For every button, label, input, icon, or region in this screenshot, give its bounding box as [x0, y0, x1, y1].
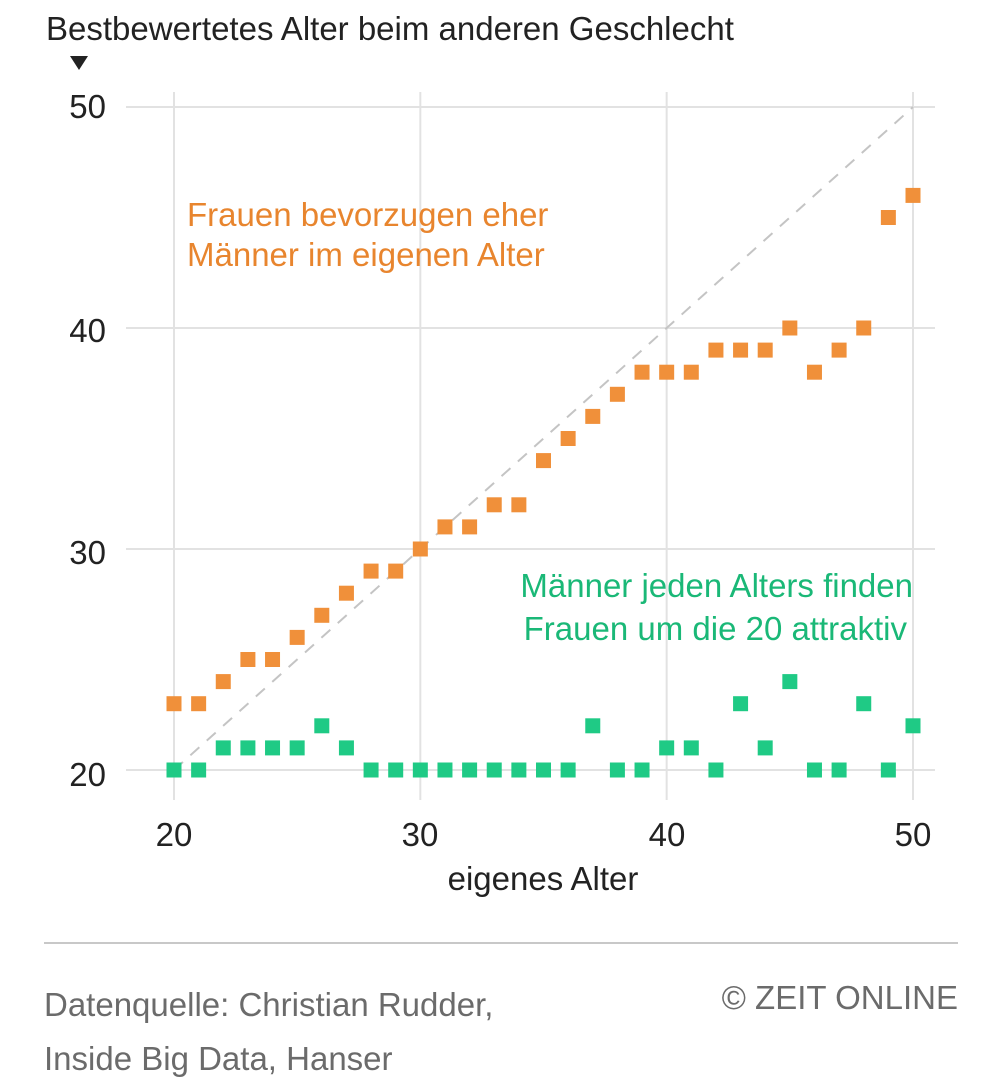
- data-point-women: [905, 187, 921, 203]
- data-point-women: [240, 652, 256, 667]
- data-point-men: [708, 762, 724, 778]
- data-point-men: [659, 740, 675, 756]
- data-point-men: [363, 762, 379, 778]
- data-point-women: [314, 607, 330, 623]
- data-point-men: [191, 762, 207, 778]
- data-point-women: [412, 541, 428, 557]
- data-point-women: [880, 210, 896, 225]
- data-point-men: [289, 740, 305, 756]
- y-tick-label: 50: [69, 88, 106, 125]
- data-point-women: [757, 342, 773, 358]
- data-point-women: [536, 453, 551, 469]
- data-point-men: [338, 740, 354, 756]
- x-axis-label: eigenes Alter: [448, 860, 639, 897]
- data-point-men: [585, 718, 601, 734]
- copyright-credit: © ZEIT ONLINE: [721, 979, 958, 1016]
- data-points: [166, 187, 921, 778]
- data-point-men: [683, 740, 699, 756]
- data-point-men: [733, 696, 749, 712]
- data-point-men: [388, 762, 404, 778]
- data-point-men: [856, 696, 872, 712]
- data-point-men: [905, 718, 921, 734]
- data-point-men: [511, 762, 527, 778]
- chart-title: Bestbewertetes Alter beim anderen Geschl…: [46, 10, 734, 47]
- data-point-men: [634, 762, 650, 778]
- data-point-men: [486, 762, 502, 778]
- annotation-women-line-2: Männer im eigenen Alter: [187, 236, 545, 273]
- data-point-women: [708, 342, 724, 358]
- data-point-men: [536, 762, 551, 778]
- data-point-women: [609, 386, 625, 402]
- data-point-women: [265, 652, 281, 667]
- annotation-men-line-1: Männer jeden Alters finden: [520, 567, 913, 604]
- data-point-women: [831, 342, 847, 358]
- data-point-women: [585, 408, 601, 424]
- x-tick-label: 20: [156, 816, 193, 853]
- y-tick-label: 30: [69, 534, 106, 571]
- data-point-women: [733, 342, 749, 358]
- data-point-women: [659, 364, 675, 380]
- grid-lines: [126, 92, 935, 800]
- data-point-women: [462, 519, 478, 535]
- data-point-women: [363, 563, 379, 579]
- footer-divider: [44, 942, 958, 944]
- data-source: Datenquelle: Christian Rudder, Inside Bi…: [44, 978, 624, 1086]
- data-point-women: [511, 497, 527, 513]
- x-tick-label: 50: [895, 816, 932, 853]
- data-point-women: [560, 431, 576, 446]
- y-tick-label: 40: [69, 312, 106, 349]
- data-point-men: [166, 762, 182, 778]
- data-point-women: [166, 696, 182, 712]
- y-tick-label: 20: [69, 756, 106, 793]
- annotation-men-line-2: Frauen um die 20 attraktiv: [524, 610, 908, 647]
- data-point-men: [782, 674, 798, 690]
- data-point-men: [240, 740, 256, 756]
- data-point-men: [831, 762, 847, 778]
- y-axis-ticks: 50 40 30 20: [69, 88, 106, 793]
- data-point-men: [412, 762, 428, 778]
- data-point-men: [880, 762, 896, 778]
- data-point-women: [806, 364, 822, 380]
- data-point-women: [683, 364, 699, 380]
- data-point-women: [338, 585, 354, 601]
- data-point-women: [191, 696, 207, 712]
- data-point-women: [634, 364, 650, 380]
- reference-diagonal-line: [173, 106, 914, 771]
- source-line-2: Inside Big Data, Hanser: [44, 1040, 393, 1077]
- data-point-women: [289, 629, 305, 645]
- data-point-women: [856, 320, 872, 336]
- data-point-men: [265, 740, 281, 756]
- data-point-women: [388, 563, 404, 579]
- x-tick-label: 40: [649, 816, 686, 853]
- data-point-women: [486, 497, 502, 513]
- axis-arrow-icon: [70, 56, 88, 70]
- annotation-women-line-1: Frauen bevorzugen eher: [187, 196, 548, 233]
- data-point-men: [757, 740, 773, 756]
- data-point-men: [437, 762, 453, 778]
- data-point-men: [462, 762, 478, 778]
- data-point-women: [782, 320, 798, 336]
- data-point-women: [215, 674, 231, 690]
- x-tick-label: 30: [402, 816, 439, 853]
- scatter-chart: Bestbewertetes Alter beim anderen Geschl…: [46, 10, 935, 897]
- data-point-women: [437, 519, 453, 535]
- data-point-men: [609, 762, 625, 778]
- data-point-men: [215, 740, 231, 756]
- data-point-men: [560, 762, 576, 778]
- data-point-men: [806, 762, 822, 778]
- source-line-1: Datenquelle: Christian Rudder,: [44, 986, 494, 1023]
- data-point-men: [314, 718, 330, 734]
- x-axis-ticks: 20 30 40 50: [156, 816, 932, 853]
